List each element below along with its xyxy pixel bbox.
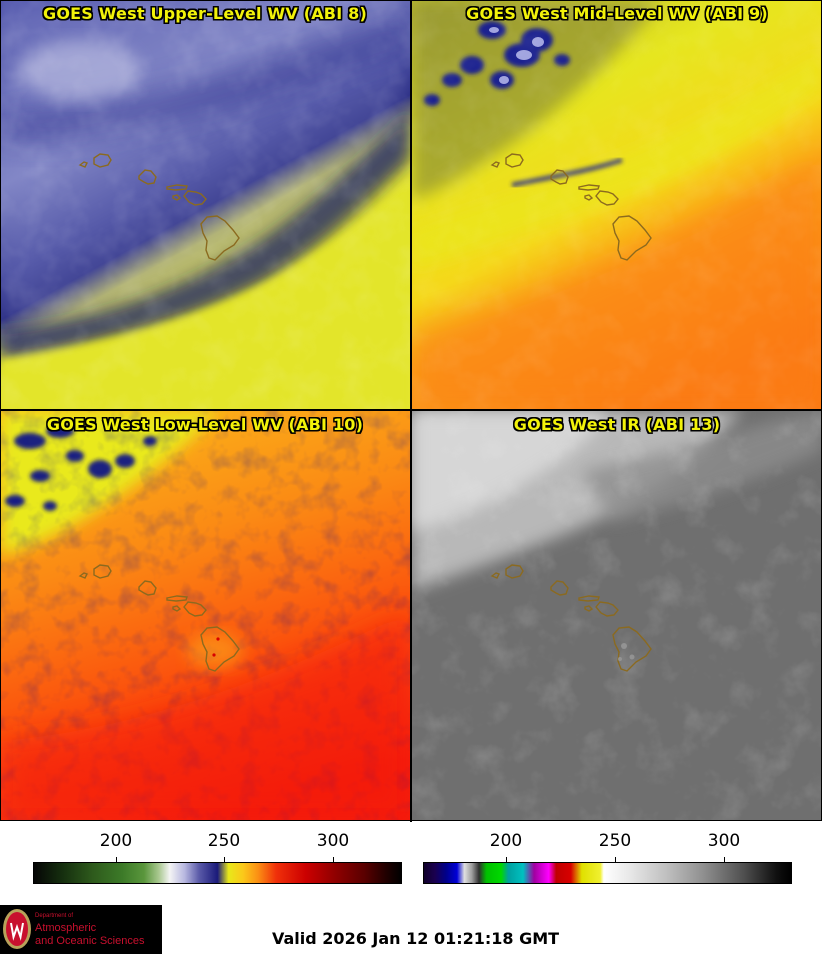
logo-name-line2: and Oceanic Sciences: [35, 935, 145, 947]
wv-tick-label-250: 250: [207, 831, 241, 851]
ir-tick-label-300: 300: [707, 831, 741, 851]
panel-title: GOES West Upper-Level WV (ABI 8): [43, 4, 367, 23]
panel-title: GOES West Mid-Level WV (ABI 9): [466, 4, 768, 23]
ir-tick-mark-300: [724, 857, 725, 862]
vertical-divider: [410, 0, 412, 822]
frame-left: [0, 0, 1, 821]
panel-title: GOES West Low-Level WV (ABI 10): [46, 415, 364, 434]
ir-image: [412, 411, 822, 821]
wv-tick-mark-200: [116, 857, 117, 862]
upper-level-wv-image: [0, 0, 410, 410]
panel-low-level-wv: GOES West Low-Level WV (ABI 10): [0, 411, 410, 821]
ir-tick-label-200: 200: [489, 831, 523, 851]
aos-logo: Department of Atmospheric and Oceanic Sc…: [0, 905, 162, 954]
ir-tick-mark-250: [615, 857, 616, 862]
ir-tick-mark-200: [506, 857, 507, 862]
logo-name-line1: Atmospheric: [35, 922, 97, 934]
panel-ir: GOES West IR (ABI 13): [412, 411, 822, 821]
valid-time: Valid 2026 Jan 12 01:21:18 GMT: [272, 929, 560, 948]
wv-tick-mark-300: [333, 857, 334, 862]
frame-bottom: [0, 820, 822, 821]
wv-tick-label-300: 300: [316, 831, 350, 851]
panel-upper-level-wv: GOES West Upper-Level WV (ABI 8): [0, 0, 410, 410]
ir-tick-label-250: 250: [598, 831, 632, 851]
panel-mid-level-wv: GOES West Mid-Level WV (ABI 9): [412, 0, 822, 410]
ir-colorbar: [423, 862, 792, 884]
low-level-wv-image: [0, 411, 410, 821]
uw-crest-icon: [3, 909, 31, 949]
wv-tick-label-200: 200: [99, 831, 133, 851]
panel-title: GOES West IR (ABI 13): [513, 415, 721, 434]
mid-level-wv-image: [412, 0, 822, 410]
wv-colorbar: [33, 862, 402, 884]
logo-dept-line: Department of: [35, 913, 74, 919]
horizontal-divider: [0, 409, 822, 411]
wv-tick-mark-250: [224, 857, 225, 862]
frame-top: [0, 0, 822, 1]
